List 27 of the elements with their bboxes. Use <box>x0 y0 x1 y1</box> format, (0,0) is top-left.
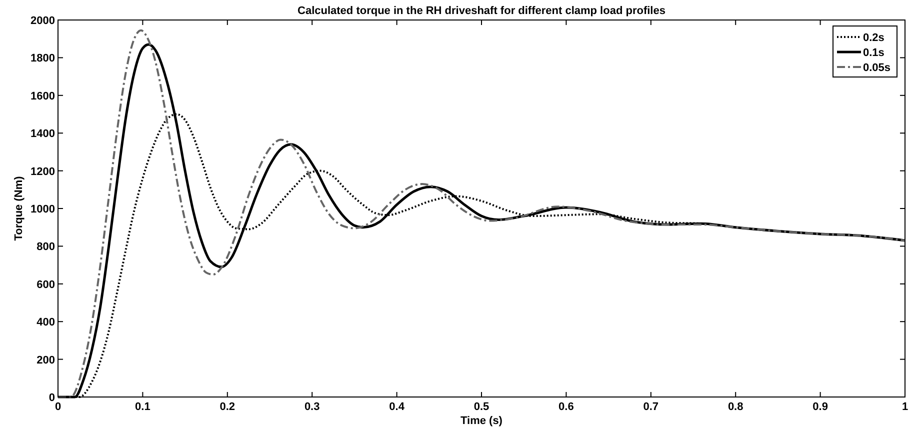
x-tick-label: 0.8 <box>728 401 744 413</box>
y-tick-label: 600 <box>36 278 55 291</box>
x-tick-label: 0.5 <box>474 401 490 413</box>
legend-label: 0.05s <box>863 62 891 74</box>
y-tick-label: 1400 <box>30 128 55 140</box>
x-tick-label: 0.9 <box>812 401 828 413</box>
x-tick-label: 0.3 <box>304 401 320 413</box>
y-tick-label: 0 <box>48 392 55 404</box>
x-tick-label: 0.7 <box>643 401 659 413</box>
x-tick-label: 0.2 <box>220 401 236 413</box>
y-tick-label: 1800 <box>30 52 55 65</box>
y-tick-label: 1200 <box>30 166 55 178</box>
x-tick-label: 0.4 <box>389 401 406 413</box>
x-tick-label: 1 <box>902 401 908 413</box>
y-tick-label: 1600 <box>30 90 55 102</box>
y-tick-label: 400 <box>36 316 55 329</box>
y-tick-label: 1000 <box>30 204 55 216</box>
legend-label: 0.1s <box>863 47 884 59</box>
y-axis-title: Torque (Nm) <box>13 176 25 241</box>
y-tick-label: 800 <box>36 241 55 254</box>
x-axis-title: Time (s) <box>460 415 503 427</box>
legend-label: 0.2s <box>863 32 884 44</box>
y-tick-label: 200 <box>36 354 55 366</box>
x-tick-label: 0.6 <box>558 401 574 413</box>
chart-title: Calculated torque in the RH driveshaft for different clamp load profiles <box>298 5 666 17</box>
y-tick-label: 2000 <box>30 15 55 27</box>
x-tick-label: 0.1 <box>135 401 150 413</box>
